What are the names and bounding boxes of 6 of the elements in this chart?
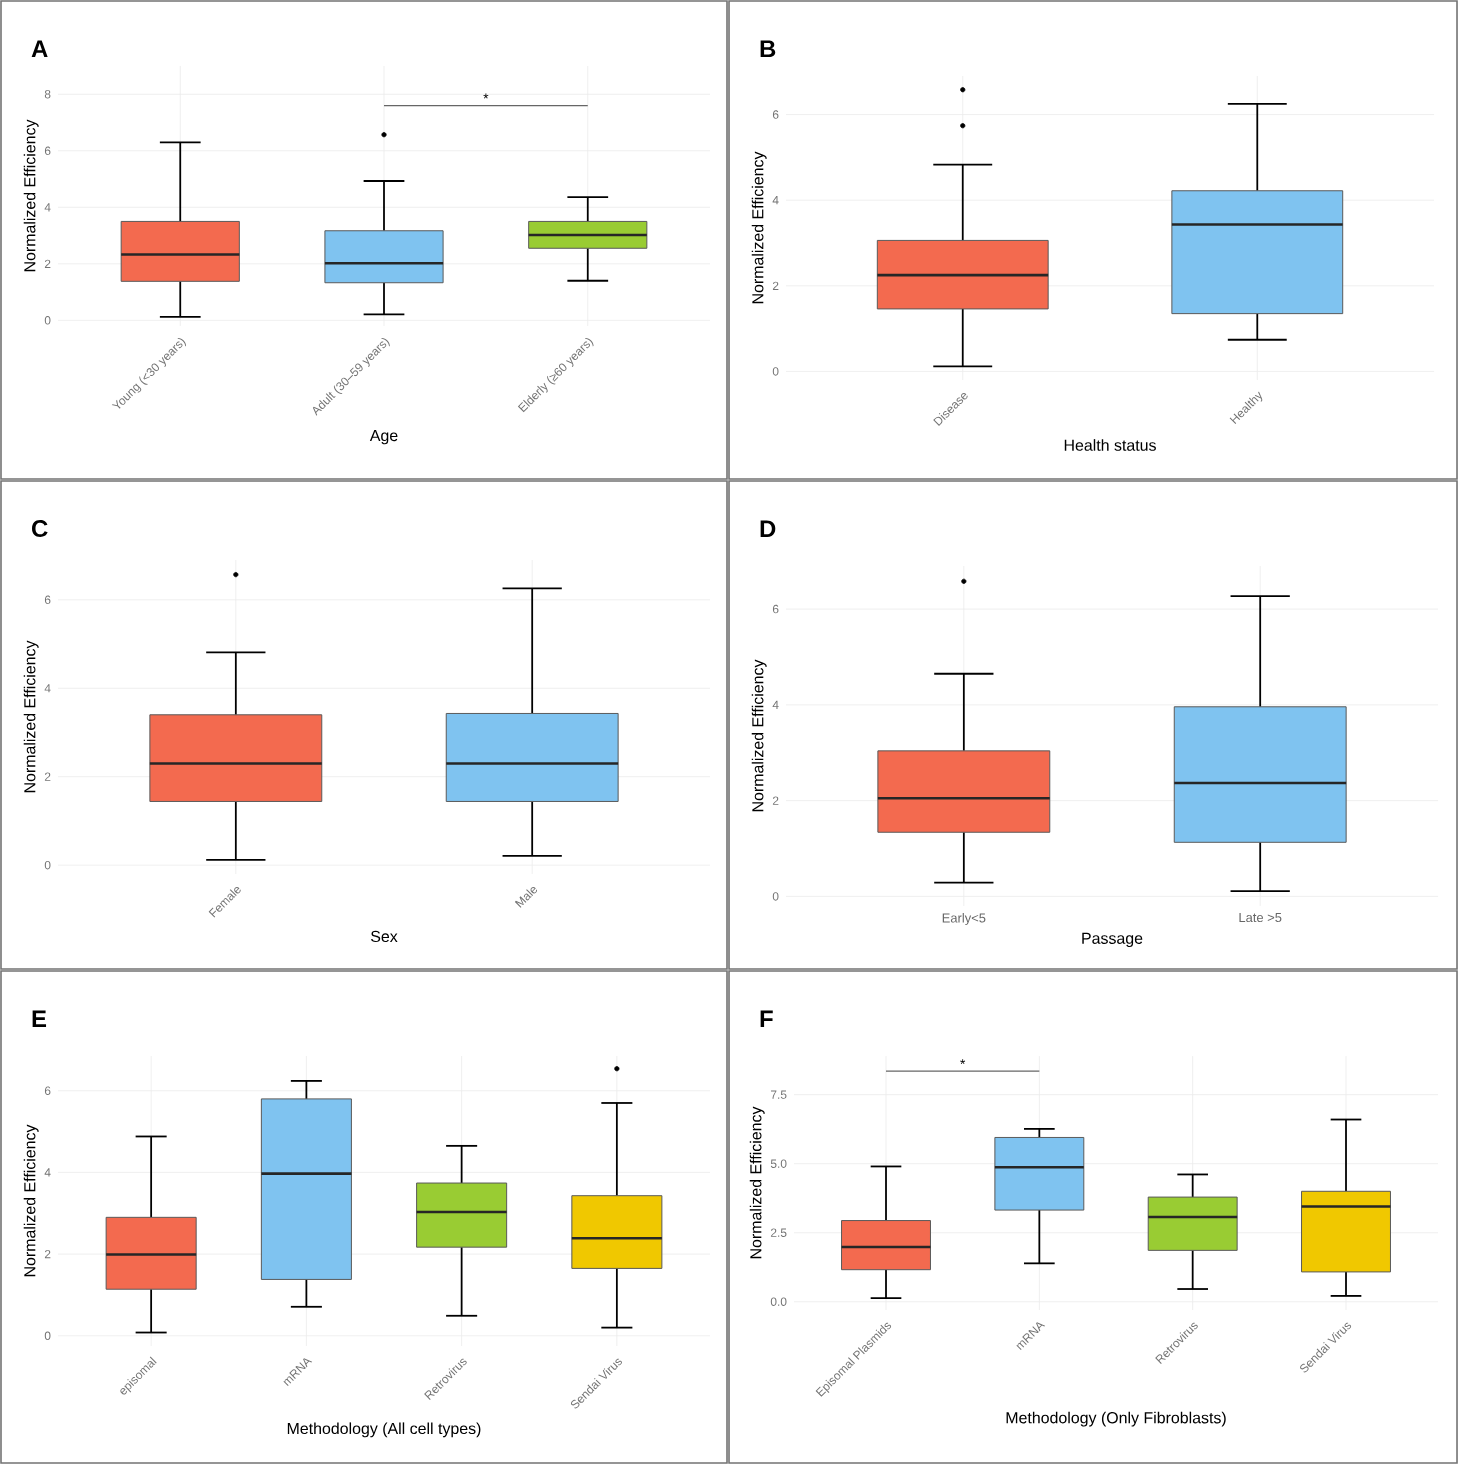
chart-title: F <box>760 1010 773 1028</box>
chart-title: E <box>32 1010 47 1028</box>
chart-title: C <box>32 520 48 537</box>
chart-title: A <box>31 40 48 57</box>
chart-title: D <box>760 520 776 538</box>
chart-title: B <box>760 40 776 58</box>
